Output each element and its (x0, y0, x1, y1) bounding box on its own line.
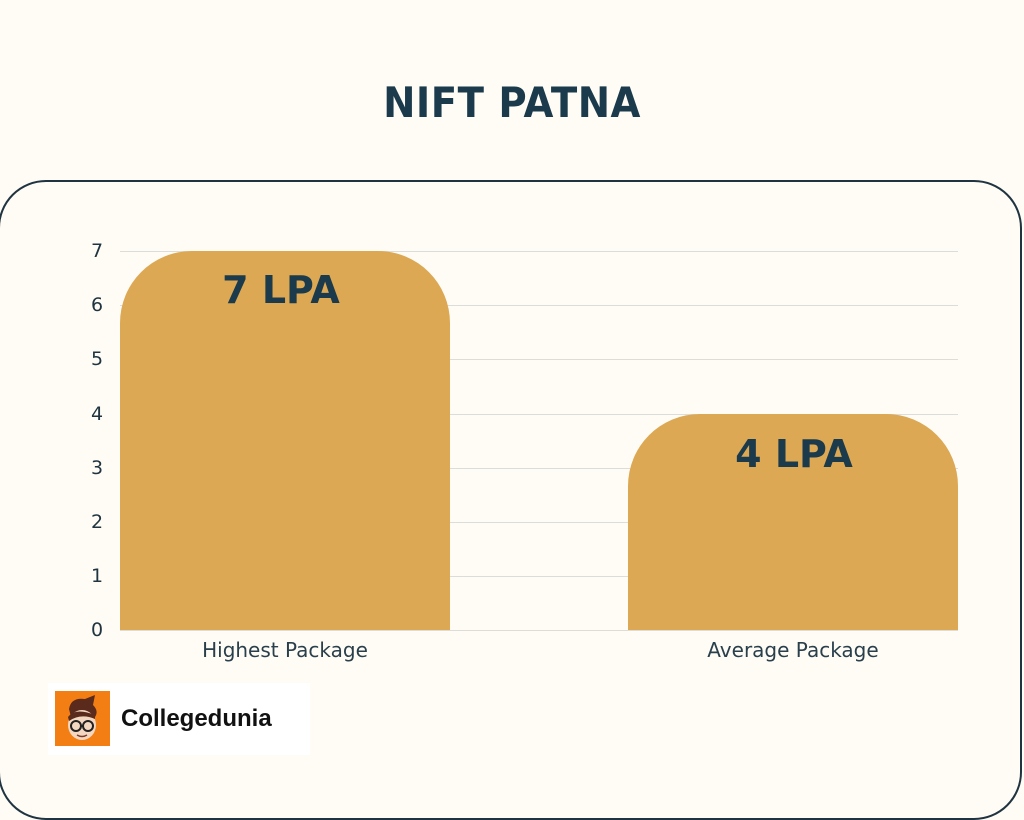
y-tick: 6 (90, 294, 104, 316)
x-category-label: Average Package (707, 638, 879, 662)
x-category-label: Highest Package (202, 638, 368, 662)
y-tick: 3 (90, 457, 104, 479)
y-tick: 5 (90, 348, 104, 370)
logo-wordmark: Collegedunia (121, 705, 272, 732)
bar-highest-package (120, 251, 450, 630)
gridline-5 (120, 359, 958, 360)
gridline-1 (120, 576, 958, 577)
gridline-4 (120, 414, 958, 415)
gridline-6 (120, 305, 958, 306)
y-tick: 7 (90, 240, 104, 262)
gridline-0 (120, 630, 958, 631)
y-tick: 4 (90, 403, 104, 425)
bar-value-label: 7 LPA (222, 268, 340, 312)
page-title: NIFT PATNA (383, 78, 641, 127)
bar-value-label: 4 LPA (735, 432, 853, 476)
y-tick: 1 (90, 565, 104, 587)
gridline-3 (120, 468, 958, 469)
y-tick: 0 (90, 619, 104, 641)
gridline-7 (120, 251, 958, 252)
y-tick: 2 (90, 511, 104, 533)
bar-chart: 0 1 2 3 4 5 6 7 7 LPA 4 LPA Highest Pack… (90, 240, 958, 662)
gridline-2 (120, 522, 958, 523)
collegedunia-logo: Collegedunia (48, 683, 310, 755)
bar-average-package (628, 414, 958, 630)
student-avatar-icon (55, 691, 110, 746)
